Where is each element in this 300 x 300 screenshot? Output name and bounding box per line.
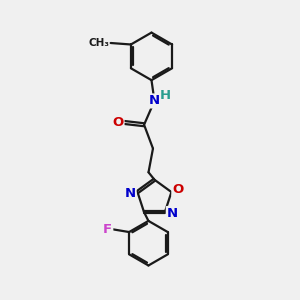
Text: O: O	[172, 183, 184, 196]
Text: F: F	[103, 223, 112, 236]
Text: N: N	[124, 187, 136, 200]
Text: N: N	[167, 207, 178, 220]
Text: N: N	[149, 94, 160, 107]
Text: O: O	[112, 116, 124, 129]
Text: CH₃: CH₃	[88, 38, 109, 48]
Text: H: H	[160, 89, 171, 102]
